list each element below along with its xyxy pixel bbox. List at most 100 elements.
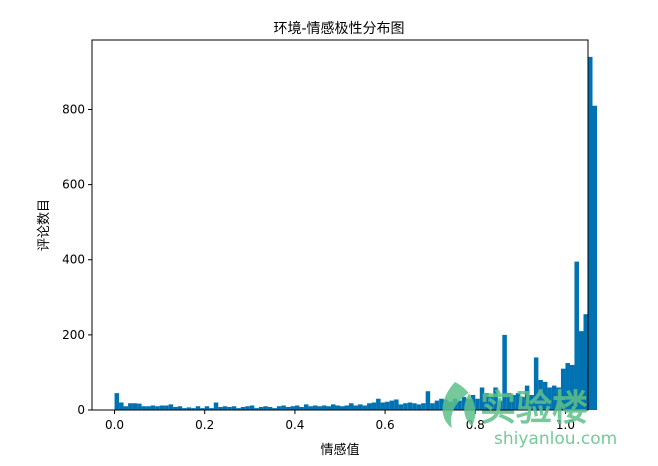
histogram-bar — [556, 387, 561, 410]
histogram-bar — [227, 406, 232, 410]
histogram-bar — [371, 402, 377, 410]
histogram-bar — [173, 406, 178, 410]
histogram-bar — [159, 405, 165, 410]
histogram-bar — [497, 400, 503, 410]
histogram-bar — [344, 405, 350, 410]
histogram-bar — [128, 403, 133, 410]
histogram-bar — [524, 385, 530, 410]
histogram-bar — [380, 402, 386, 410]
histogram-bar — [330, 404, 336, 410]
histogram-bar — [213, 402, 219, 410]
bar-group — [114, 56, 598, 411]
histogram-bar — [358, 404, 363, 410]
histogram-bar — [542, 381, 548, 410]
histogram-bar — [389, 400, 395, 410]
histogram-bar — [168, 404, 174, 410]
histogram-bar — [353, 405, 359, 410]
histogram-bar — [204, 406, 210, 410]
histogram-bar — [321, 405, 327, 410]
y-tick-label: 800 — [62, 102, 85, 116]
histogram-bar — [430, 403, 435, 410]
histogram-bar — [240, 406, 246, 410]
histogram-bar — [502, 334, 507, 410]
histogram-bar — [461, 396, 467, 410]
watermark: 实验楼 shiyanlou.com — [442, 382, 617, 449]
histogram-bar — [222, 406, 228, 410]
histogram-bar — [146, 406, 151, 410]
histogram-bar — [186, 407, 192, 410]
histogram-bar — [425, 391, 431, 410]
histogram-bar — [308, 406, 313, 410]
histogram-bar — [533, 357, 539, 410]
histogram-bar — [236, 408, 241, 410]
histogram-bar — [520, 396, 525, 410]
axes-frame — [91, 39, 589, 411]
histogram-bar — [403, 403, 408, 410]
histogram-bar — [245, 406, 250, 410]
histogram-bar — [119, 402, 124, 410]
watermark-url-text: shiyanlou.com — [494, 429, 617, 449]
histogram-bar — [312, 405, 318, 410]
y-tick-label: 400 — [62, 253, 85, 267]
histogram-bar — [218, 406, 223, 410]
histogram-bar — [439, 398, 444, 410]
histogram-bar — [484, 393, 489, 410]
histogram-bar — [592, 105, 598, 411]
y-axis-label: 评论数目 — [37, 199, 52, 251]
histogram-bar — [137, 403, 142, 410]
x-axis: 0.0 0.2 0.4 0.6 0.8 1.0 — [105, 410, 575, 432]
histogram-bar — [326, 406, 331, 410]
histogram-bar — [299, 406, 304, 410]
histogram-bar — [317, 406, 322, 410]
histogram-bar — [150, 405, 156, 410]
histogram-bar — [506, 393, 512, 410]
histogram-bar — [475, 398, 480, 410]
histogram-bar — [164, 405, 169, 410]
histogram-bar — [511, 394, 516, 410]
histogram-bar — [182, 408, 187, 410]
histogram-bar — [421, 403, 426, 410]
histogram-bar — [231, 406, 237, 410]
x-tick-label: 0.2 — [195, 418, 214, 432]
histogram-bar — [362, 405, 368, 410]
histogram-bar — [263, 406, 268, 410]
histogram-bar — [547, 387, 552, 410]
histogram-bar — [114, 393, 120, 410]
histogram-bar — [281, 405, 286, 410]
y-tick-label: 0 — [77, 403, 85, 417]
histogram-bar — [209, 408, 214, 410]
chart-title: 环境-情感极性分布图 — [273, 20, 404, 37]
histogram-bar — [583, 314, 588, 410]
histogram-bar — [276, 406, 282, 410]
histogram-bar — [515, 393, 521, 410]
histogram-bar — [569, 364, 575, 410]
histogram-bar — [155, 406, 160, 410]
y-tick-label: 600 — [62, 178, 85, 192]
histogram-bar — [416, 404, 422, 410]
histogram-bar — [249, 405, 255, 410]
histogram-bar — [588, 56, 593, 411]
histogram-bar — [376, 398, 381, 410]
y-tick-label: 200 — [62, 328, 85, 342]
x-tick-label: 0.4 — [285, 418, 304, 432]
histogram-bar — [538, 379, 543, 410]
histogram-bar — [195, 406, 201, 410]
histogram-bar — [479, 387, 485, 410]
histogram-bar — [267, 406, 273, 410]
histogram-bar — [285, 406, 291, 410]
histogram-bar — [123, 406, 129, 410]
histogram-bar — [272, 408, 277, 410]
histogram-bar — [254, 408, 259, 410]
y-axis: 0 200 400 600 800 — [62, 102, 92, 417]
histogram-bar — [565, 363, 570, 410]
histogram-bar — [258, 406, 264, 410]
x-tick-label: 1.0 — [556, 418, 575, 432]
histogram-bar — [177, 406, 183, 410]
x-tick-label: 0.0 — [105, 418, 124, 432]
histogram-bar — [290, 406, 295, 410]
histogram-bar — [488, 396, 494, 410]
histogram-bar — [398, 404, 404, 410]
histogram-bar — [434, 400, 440, 410]
watermark-logo-text: 实验楼 — [480, 388, 588, 429]
